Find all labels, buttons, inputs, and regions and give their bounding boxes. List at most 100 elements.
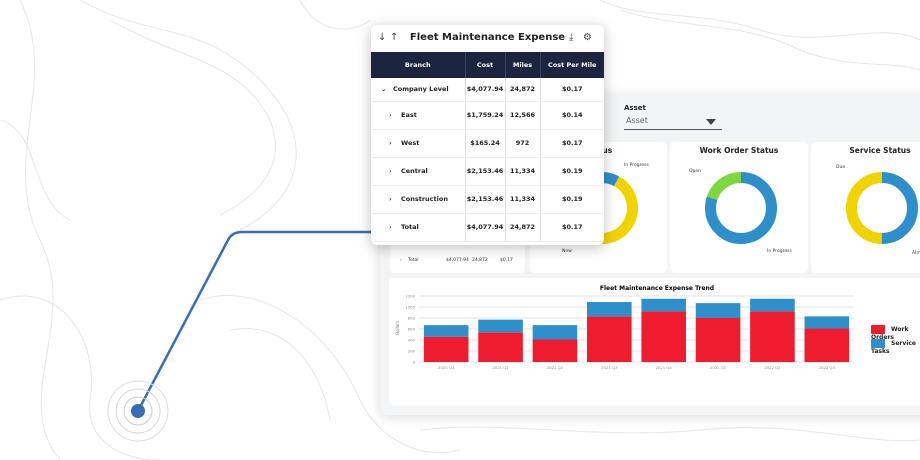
cost-cell: $2,153.46 — [465, 157, 506, 186]
trend-chart-card: Fleet Maintenance Expense Trend Dollars … — [389, 278, 920, 406]
sort-down-icon[interactable]: ↓ — [378, 32, 387, 43]
branch-cell: ⌄ Company Level — [371, 78, 466, 102]
x-tick-label: 2020 Q4 — [438, 365, 455, 370]
miles-cell: 24,872 — [505, 213, 541, 242]
chevron-right-icon[interactable]: › — [389, 139, 392, 147]
download-icon[interactable]: ⤓ — [569, 32, 574, 43]
back-total-miles: 24,872 — [472, 258, 488, 263]
work-order-status-card: Work Order Status Open In Progress — [670, 142, 808, 273]
chart-title: Fleet Maintenance Expense Trend — [600, 285, 714, 292]
cost-per-mile-cell: $0.19 — [540, 185, 604, 214]
expense-table: Branch Cost Miles Cost Per Mile ⌄ Company… — [371, 52, 604, 242]
work-order-donut: Open In Progress — [689, 168, 792, 254]
col-miles[interactable]: Miles — [505, 52, 541, 78]
col-cost-per-mile[interactable]: Cost Per Mile — [540, 52, 604, 78]
cost-cell: $2,153.46 — [465, 185, 506, 214]
bar-segment[interactable] — [478, 332, 523, 362]
miles-cell: 11,334 — [505, 157, 541, 186]
y-tick-label: 0 — [413, 360, 416, 365]
branch-cell: › Total — [371, 213, 466, 242]
back-total-cost: $4,077.94 — [446, 258, 469, 263]
bar-segment[interactable] — [804, 328, 850, 362]
fleet-expense-table-card: ↓ ↑ Fleet Maintenance Expense ⤓ ⚙ Branch… — [371, 25, 604, 245]
x-tick-label: 2022 Q1 — [710, 365, 727, 370]
table-row[interactable]: › Central $2,153.46 11,334 $0.19 — [371, 157, 604, 186]
table-row[interactable]: › Total $4,077.94 24,872 $0.17 — [371, 213, 604, 242]
miles-cell: 24,872 — [505, 78, 541, 102]
x-tick-label: 2021 Q2 — [547, 365, 564, 370]
x-tick-label: 2021 Q4 — [656, 365, 673, 370]
table-row[interactable]: ⌄ Company Level $4,077.94 24,872 $0.17 — [371, 78, 604, 102]
chevron-right-icon[interactable]: › — [389, 195, 392, 203]
cost-cell: $4,077.94 — [465, 213, 506, 242]
back-total-chevron-icon: › — [400, 258, 402, 263]
back-total-label: Total — [408, 258, 419, 263]
bar-segment[interactable] — [695, 303, 741, 318]
donut-label: Open — [689, 168, 701, 174]
asset-dropdown-value: Asset — [626, 116, 648, 125]
bar-segment[interactable] — [532, 325, 578, 340]
bar-segment[interactable] — [750, 311, 795, 362]
branch-name: Construction — [401, 195, 448, 203]
bar-segment[interactable] — [750, 298, 795, 312]
chevron-right-icon[interactable]: › — [389, 111, 392, 119]
sort-up-icon[interactable]: ↑ — [390, 32, 399, 43]
branch-cell: › Construction — [371, 185, 466, 214]
legend-service-tasks: Service Tasks — [871, 339, 920, 355]
legend-work-orders: Work Orders — [871, 325, 920, 341]
donut-slice[interactable] — [705, 172, 777, 244]
branch-name: Total — [401, 223, 419, 231]
legend-label: Work Orders — [871, 326, 909, 341]
bar-segment[interactable] — [587, 302, 632, 317]
asset-filter-label: Asset — [624, 104, 646, 112]
bar-segment[interactable] — [423, 325, 469, 337]
y-axis-label: Dollars — [395, 321, 400, 335]
chevron-right-icon[interactable]: › — [389, 223, 392, 231]
connector-line — [136, 230, 371, 412]
miles-cell: 972 — [505, 129, 541, 158]
donut-label: In Progress — [767, 248, 792, 254]
col-cost[interactable]: Cost — [465, 52, 506, 78]
col-branch[interactable]: Branch — [371, 52, 466, 78]
bar-segment[interactable] — [641, 311, 686, 362]
chevron-down-icon[interactable]: ⌄ — [381, 85, 387, 94]
branch-cell: › East — [371, 101, 466, 130]
gear-icon[interactable]: ⚙ — [583, 32, 592, 43]
bar-segment[interactable] — [587, 316, 632, 362]
donut-label: In Progress — [624, 162, 649, 168]
y-tick-label: 800 — [408, 316, 416, 321]
target-marker-icon — [107, 380, 169, 442]
bar-segment[interactable] — [532, 339, 578, 362]
cost-cell: $165.24 — [465, 129, 506, 158]
asset-dropdown[interactable]: Asset — [624, 116, 722, 130]
donut-label: New — [562, 248, 572, 254]
table-row[interactable]: › West $165.24 972 $0.17 — [371, 129, 604, 158]
table-row[interactable]: › Construction $2,153.46 11,334 $0.19 — [371, 185, 604, 214]
back-total-cpm: $0.17 — [500, 258, 513, 263]
cost-per-mile-cell: $0.17 — [540, 213, 604, 242]
y-tick-label: 1200 — [405, 294, 415, 299]
y-tick-label: 1000 — [405, 305, 415, 310]
cost-per-mile-cell: $0.14 — [540, 101, 604, 130]
donut-slice[interactable] — [846, 172, 918, 244]
branch-name: East — [401, 111, 417, 119]
x-tick-label: 2021 Q1 — [492, 365, 509, 370]
bar-segment[interactable] — [695, 318, 741, 362]
bar-segment[interactable] — [804, 316, 850, 329]
chevron-right-icon[interactable]: › — [389, 167, 392, 175]
legend-label: Service Tasks — [871, 340, 916, 355]
bar-segment[interactable] — [478, 319, 523, 333]
legend-swatch — [871, 325, 885, 334]
branch-name: Company Level — [393, 85, 449, 94]
cost-cell: $1,759.24 — [465, 101, 506, 130]
cost-cell: $4,077.94 — [465, 78, 506, 102]
donut-label: Almost Due — [912, 250, 920, 256]
cost-per-mile-cell: $0.17 — [540, 78, 604, 102]
bar-segment[interactable] — [641, 298, 686, 312]
table-row[interactable]: › East $1,759.24 12,566 $0.14 — [371, 101, 604, 130]
service-status-card: Due Almost Due Service Status — [811, 142, 920, 273]
x-tick-label: 2021 Q3 — [601, 365, 618, 370]
bar-segment[interactable] — [423, 336, 469, 362]
branch-cell: › Central — [371, 157, 466, 186]
